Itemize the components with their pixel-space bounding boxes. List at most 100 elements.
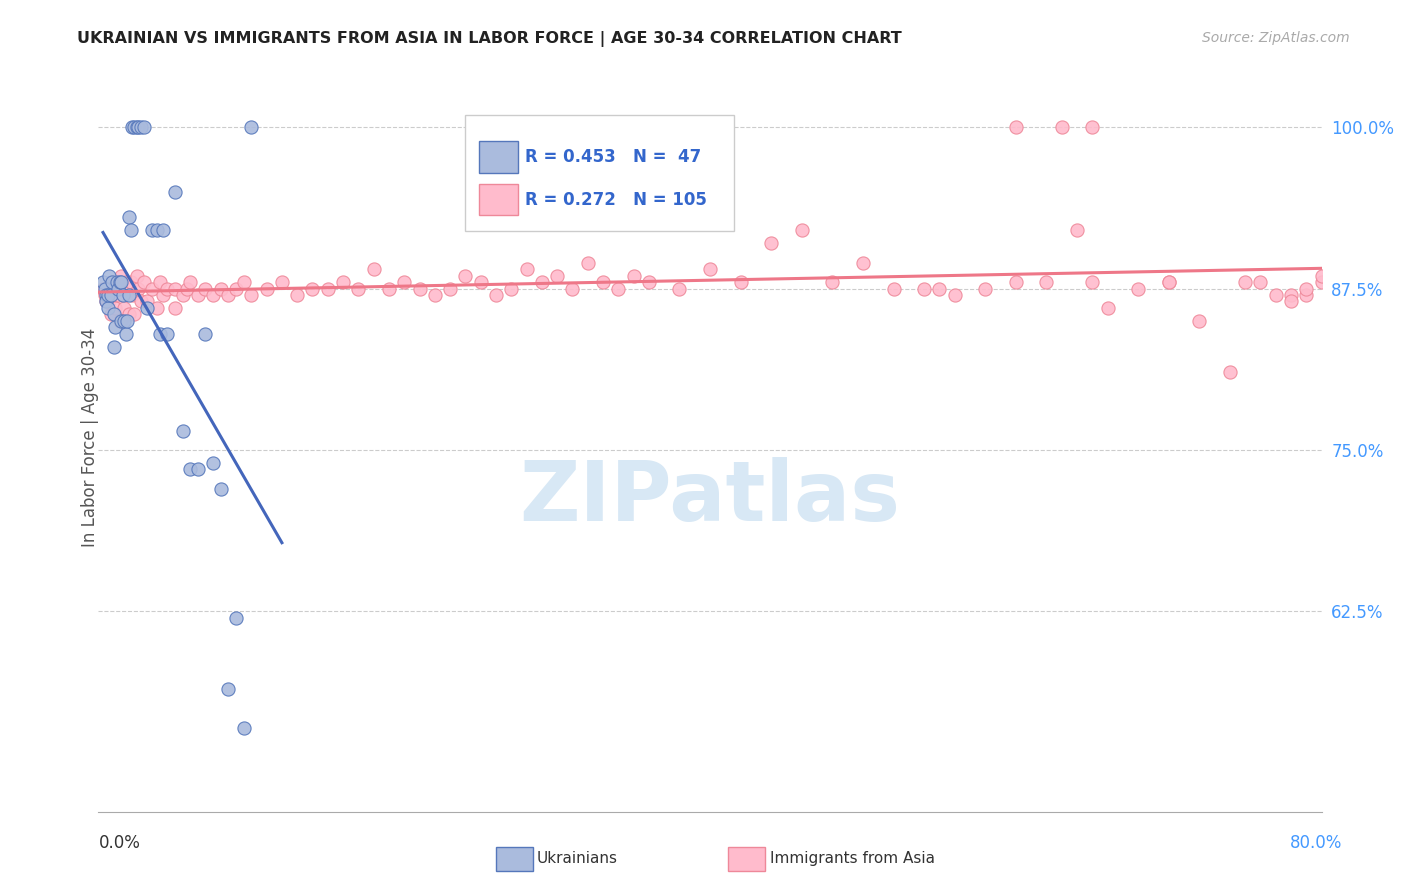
Point: [209, 281, 232, 295]
Point: [104, 320, 127, 334]
Point: [163, 185, 186, 199]
Point: [112, 301, 135, 315]
Point: [187, 462, 209, 476]
Point: [546, 268, 568, 283]
Point: [730, 275, 752, 289]
Point: [104, 301, 127, 315]
Point: [202, 288, 225, 302]
Point: [105, 275, 128, 289]
Point: [136, 294, 159, 309]
FancyBboxPatch shape: [465, 115, 734, 231]
Point: [637, 275, 661, 289]
Point: [485, 288, 508, 302]
Point: [1219, 366, 1241, 380]
Point: [100, 288, 122, 302]
Point: [98, 268, 121, 283]
Point: [1081, 275, 1104, 289]
Point: [232, 721, 254, 735]
Point: [202, 456, 225, 470]
Point: [97, 288, 120, 302]
Point: [103, 307, 125, 321]
Point: [121, 120, 143, 134]
Point: [347, 281, 370, 295]
Point: [301, 281, 323, 295]
Point: [101, 275, 124, 289]
Text: UKRAINIAN VS IMMIGRANTS FROM ASIA IN LABOR FORCE | AGE 30-34 CORRELATION CHART: UKRAINIAN VS IMMIGRANTS FROM ASIA IN LAB…: [77, 31, 903, 47]
Point: [179, 462, 201, 476]
Point: [93, 288, 115, 302]
Point: [1157, 275, 1180, 289]
Point: [270, 275, 294, 289]
Point: [156, 281, 179, 295]
Point: [145, 301, 167, 315]
Point: [122, 307, 145, 321]
Point: [699, 262, 721, 277]
Point: [145, 223, 167, 237]
Point: [141, 223, 163, 237]
Y-axis label: In Labor Force | Age 30-34: In Labor Force | Age 30-34: [82, 327, 98, 547]
Point: [149, 326, 172, 341]
Point: [156, 326, 179, 341]
Point: [136, 301, 159, 315]
Point: [111, 288, 134, 302]
Point: [883, 281, 905, 295]
Point: [530, 275, 553, 289]
Point: [209, 482, 232, 496]
Text: R = 0.272   N = 105: R = 0.272 N = 105: [526, 191, 707, 209]
Point: [576, 255, 599, 269]
Point: [134, 275, 156, 289]
Point: [91, 281, 114, 295]
Point: [91, 275, 114, 289]
Point: [117, 314, 139, 328]
Point: [125, 268, 148, 283]
Point: [501, 281, 523, 295]
Point: [94, 288, 117, 302]
Point: [1188, 314, 1211, 328]
Point: [316, 281, 339, 295]
Point: [105, 275, 128, 289]
Point: [1279, 294, 1302, 309]
Point: [1128, 281, 1150, 295]
Point: [1157, 275, 1180, 289]
Point: [117, 281, 139, 295]
Point: [439, 281, 461, 295]
Point: [97, 301, 120, 315]
Point: [108, 314, 131, 328]
Point: [217, 681, 239, 696]
Point: [141, 281, 163, 295]
Point: [423, 288, 446, 302]
Point: [408, 281, 430, 295]
Point: [118, 307, 141, 321]
Point: [129, 294, 152, 309]
Text: Ukrainians: Ukrainians: [537, 851, 619, 865]
Point: [943, 288, 966, 302]
Point: [470, 275, 492, 289]
Point: [111, 281, 134, 295]
Point: [1310, 275, 1333, 289]
Point: [240, 120, 263, 134]
Point: [125, 120, 148, 134]
Point: [912, 281, 935, 295]
Point: [122, 120, 145, 134]
Point: [592, 275, 614, 289]
Point: [107, 288, 129, 302]
Point: [101, 275, 124, 289]
Point: [107, 281, 129, 295]
Point: [852, 255, 875, 269]
Point: [163, 281, 186, 295]
Text: Source: ZipAtlas.com: Source: ZipAtlas.com: [1202, 31, 1350, 45]
Point: [103, 340, 125, 354]
Point: [516, 262, 538, 277]
Point: [285, 288, 308, 302]
Point: [454, 268, 477, 283]
Point: [118, 288, 141, 302]
Point: [179, 275, 201, 289]
Point: [217, 288, 239, 302]
Point: [172, 424, 194, 438]
Point: [225, 611, 247, 625]
Point: [1250, 275, 1272, 289]
Point: [607, 281, 630, 295]
Point: [187, 288, 209, 302]
Point: [172, 288, 194, 302]
Point: [110, 314, 132, 328]
